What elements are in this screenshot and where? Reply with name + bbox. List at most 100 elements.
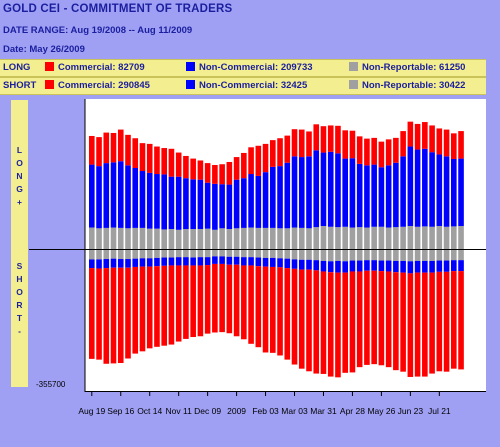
bar-long-non-reportable-29 [298, 227, 305, 249]
side-short-letter-4: T [16, 313, 23, 323]
legend-swatch-noncommercial [186, 62, 195, 71]
bar-short-non-reportable-26 [277, 250, 283, 259]
legend-short-commercial: Commercial: 290845 [45, 80, 150, 91]
bar-short-commercial-23 [255, 266, 262, 348]
chart-title: GOLD CEI - COMMITMENT OF TRADERS [3, 3, 233, 15]
bar-short-non-reportable-41 [385, 250, 392, 261]
bar-long-non-reportable-32 [320, 226, 327, 249]
bar-long-non-reportable-38 [364, 227, 370, 249]
bar-short-non-reportable-14 [190, 250, 196, 258]
side-long-letter-1: O [16, 158, 23, 168]
bar-short-commercial-8 [146, 266, 153, 349]
bar-short-commercial-1 [96, 268, 102, 360]
bar-long-commercial-18 [219, 164, 225, 185]
bar-short-non-commercial-45 [414, 260, 421, 273]
bar-long-non-commercial-8 [146, 172, 153, 229]
bar-short-non-commercial-11 [168, 257, 175, 266]
bar-long-non-commercial-39 [371, 164, 377, 227]
bar-short-commercial-38 [364, 270, 370, 365]
bar-short-commercial-40 [378, 271, 385, 366]
bar-short-commercial-31 [313, 270, 320, 374]
bar-long-commercial-5 [125, 134, 131, 166]
bar-long-commercial-6 [132, 138, 139, 168]
bar-long-non-commercial-48 [436, 154, 443, 227]
bar-long-non-reportable-39 [371, 226, 377, 249]
bar-long-commercial-44 [407, 121, 414, 147]
bar-short-commercial-12 [175, 265, 182, 342]
bar-short-non-commercial-46 [422, 260, 428, 273]
legend-swatch-commercial [45, 80, 54, 89]
legend-swatch-nonreportable [349, 62, 358, 71]
bar-long-non-reportable-50 [451, 226, 457, 249]
bar-long-non-commercial-1 [96, 166, 102, 229]
bar-long-non-commercial-14 [190, 179, 196, 230]
side-short-letter-2: O [16, 287, 23, 297]
bar-short-non-commercial-6 [132, 258, 139, 267]
bar-short-non-reportable-46 [422, 250, 428, 261]
bar-long-non-commercial-30 [306, 156, 312, 229]
bar-short-commercial-16 [204, 265, 211, 334]
bar-short-commercial-36 [349, 271, 356, 373]
bar-short-commercial-3 [110, 267, 117, 364]
bar-short-non-reportable-7 [139, 250, 146, 259]
bar-short-commercial-18 [219, 263, 225, 333]
bar-long-commercial-50 [451, 133, 457, 159]
bar-long-non-commercial-42 [393, 162, 399, 228]
bar-short-non-reportable-17 [212, 250, 218, 257]
x-tick-label-8: Mar 31 [310, 406, 337, 416]
bar-short-non-reportable-9 [154, 250, 160, 258]
bar-short-commercial-25 [270, 266, 276, 353]
bar-short-commercial-41 [385, 271, 392, 368]
bar-short-commercial-43 [400, 272, 406, 372]
bar-short-non-reportable-40 [378, 250, 385, 261]
bar-short-non-commercial-1 [96, 259, 102, 269]
bar-long-non-commercial-4 [117, 161, 124, 228]
bar-short-commercial-4 [117, 267, 124, 364]
bar-long-non-commercial-26 [277, 166, 283, 229]
x-tick-label-9: Apr 28 [340, 406, 365, 416]
bar-short-non-reportable-48 [436, 250, 443, 261]
x-tick-label-6: Feb 03 [252, 406, 279, 416]
bar-short-commercial-27 [284, 268, 291, 360]
bar-long-non-commercial-3 [110, 162, 117, 228]
bar-short-non-reportable-27 [284, 250, 291, 259]
bar-long-non-reportable-49 [443, 226, 450, 249]
bar-long-commercial-19 [226, 161, 233, 185]
bar-long-non-reportable-10 [161, 229, 167, 249]
bar-long-commercial-24 [262, 143, 269, 173]
legend-long-noncommercial-text: Non-Commercial: 209733 [199, 62, 313, 73]
bar-short-non-commercial-14 [190, 257, 196, 266]
bar-long-commercial-13 [183, 155, 189, 179]
bar-long-non-commercial-11 [168, 176, 175, 230]
bar-short-commercial-10 [161, 265, 167, 346]
bar-long-commercial-7 [139, 143, 146, 172]
bar-long-non-commercial-25 [270, 166, 276, 228]
bar-long-commercial-11 [168, 148, 175, 177]
bar-short-non-commercial-31 [313, 260, 320, 271]
bar-short-commercial-13 [183, 265, 189, 339]
side-long-letter-4: + [17, 197, 22, 207]
legend-swatch-nonreportable [349, 80, 358, 89]
bar-short-commercial-20 [233, 264, 240, 337]
bar-long-non-commercial-45 [414, 149, 421, 227]
bar-long-non-commercial-50 [451, 158, 457, 227]
bar-long-commercial-38 [364, 138, 370, 166]
bar-long-non-commercial-28 [291, 156, 298, 228]
x-tick-label-4: Dec 09 [194, 406, 221, 416]
legend-swatch-commercial [45, 62, 54, 71]
bar-short-commercial-37 [356, 271, 363, 368]
bar-long-non-reportable-40 [378, 226, 385, 249]
bar-short-non-commercial-41 [385, 260, 392, 272]
bar-short-non-reportable-4 [117, 250, 124, 260]
bar-short-commercial-6 [132, 266, 139, 354]
bar-short-commercial-51 [458, 271, 464, 370]
bar-short-non-commercial-51 [458, 260, 464, 272]
bar-short-non-reportable-21 [241, 250, 247, 258]
legend-long-label: LONG [3, 62, 31, 73]
bar-long-non-reportable-11 [168, 229, 175, 249]
bar-long-commercial-3 [110, 132, 117, 163]
bar-long-non-commercial-29 [298, 157, 305, 228]
bar-long-commercial-23 [255, 145, 262, 176]
bar-short-non-commercial-0 [89, 259, 95, 269]
